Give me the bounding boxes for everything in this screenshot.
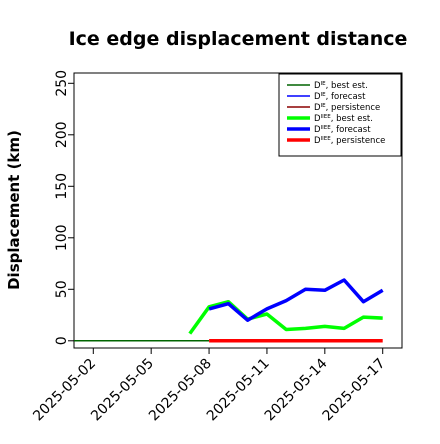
- series-line-3: [188, 299, 383, 335]
- legend-suffix: , forecast: [331, 125, 371, 135]
- series-layer: [74, 278, 384, 343]
- series-line-4: [208, 278, 384, 322]
- legend-suffix: , persistence: [326, 103, 381, 113]
- y-axis-label: Displacement (km): [5, 130, 23, 290]
- y-tick-label: 50: [54, 280, 70, 298]
- legend-entry: DIE, forecast: [314, 92, 366, 102]
- y-tick-label: 250: [54, 70, 70, 97]
- legend-suffix: , persistence: [331, 136, 386, 146]
- legend-entry: DIIEE, forecast: [314, 125, 371, 135]
- y-tick-label: 0: [54, 336, 70, 345]
- legend-superscript: IE: [321, 103, 327, 109]
- y-axis: 0 50 100 150 200 250: [54, 70, 74, 345]
- y-tick-label: 150: [54, 173, 70, 200]
- legend-entry: DIIEE, persistence: [314, 136, 385, 146]
- legend-superscript: IIEE: [321, 114, 332, 120]
- legend-superscript: IIEE: [321, 125, 332, 131]
- legend-superscript: IIEE: [321, 136, 332, 142]
- y-tick-label: 200: [54, 121, 70, 148]
- legend-superscript: IE: [321, 81, 327, 87]
- legend-base: D: [314, 136, 321, 146]
- plot-area: [73, 72, 403, 349]
- legend-base: D: [314, 125, 321, 135]
- legend-base: D: [314, 92, 321, 102]
- x-tick-label: 2025-05-17: [320, 356, 389, 425]
- x-axis: 2025-05-022025-05-052025-05-082025-05-11…: [30, 348, 389, 425]
- legend-suffix: , best est.: [326, 81, 368, 91]
- y-tick-label: 100: [54, 224, 70, 251]
- legend-suffix: , forecast: [326, 92, 366, 102]
- legend-base: D: [314, 81, 321, 91]
- chart-title: Ice edge displacement distance: [69, 28, 408, 50]
- legend-entry: DIE, persistence: [314, 103, 380, 113]
- legend-base: D: [314, 103, 321, 113]
- legend-entry: DIIEE, best est.: [314, 114, 373, 124]
- legend-superscript: IE: [321, 92, 327, 98]
- legend-base: D: [314, 114, 321, 124]
- legend-box: [278, 73, 402, 157]
- legend-entry: DIE, best est.: [314, 81, 368, 91]
- legend-suffix: , best est.: [331, 114, 373, 124]
